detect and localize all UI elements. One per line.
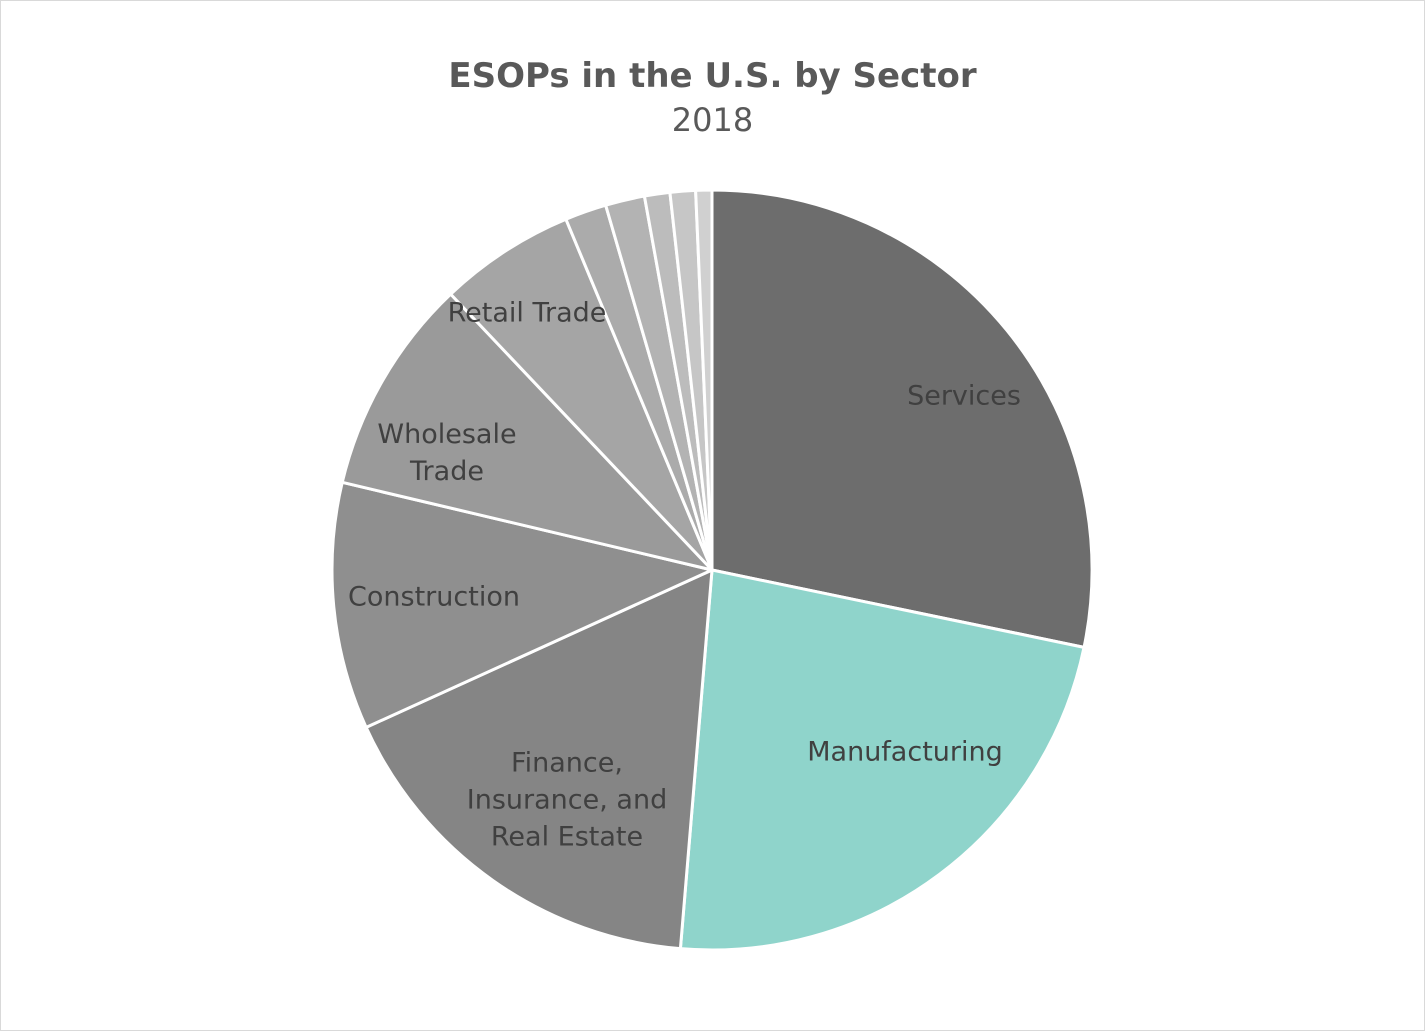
pie-slice-services — [710, 188, 1094, 649]
chart-subtitle: 2018 — [671, 101, 754, 139]
pie-slice-retail-trade — [449, 217, 714, 572]
slice-label-construction: Construction — [348, 582, 520, 613]
pie-slice-minor-10 — [694, 188, 714, 572]
pie-slice-wholesale-trade — [340, 292, 714, 572]
pie-slice-manufacturing — [678, 568, 1086, 952]
pie-slice-finance-insurance-and-real-estate — [364, 568, 714, 951]
slice-label-manufacturing: Manufacturing — [807, 737, 1003, 768]
pie-slice-construction — [330, 480, 714, 729]
chart-title: ESOPs in the U.S. by Sector — [448, 56, 977, 96]
slice-label-retail-trade: Retail Trade — [448, 298, 607, 329]
slice-labels: Services Manufacturing Finance, Insurance, … — [348, 298, 1021, 853]
slice-label-services: Services — [907, 381, 1021, 412]
slice-label-wholesale-trade: Wholesale Trade — [377, 419, 516, 487]
slice-label-finance-insurance-and-real-estate: Finance, Insurance, and Real Estate — [467, 748, 667, 853]
